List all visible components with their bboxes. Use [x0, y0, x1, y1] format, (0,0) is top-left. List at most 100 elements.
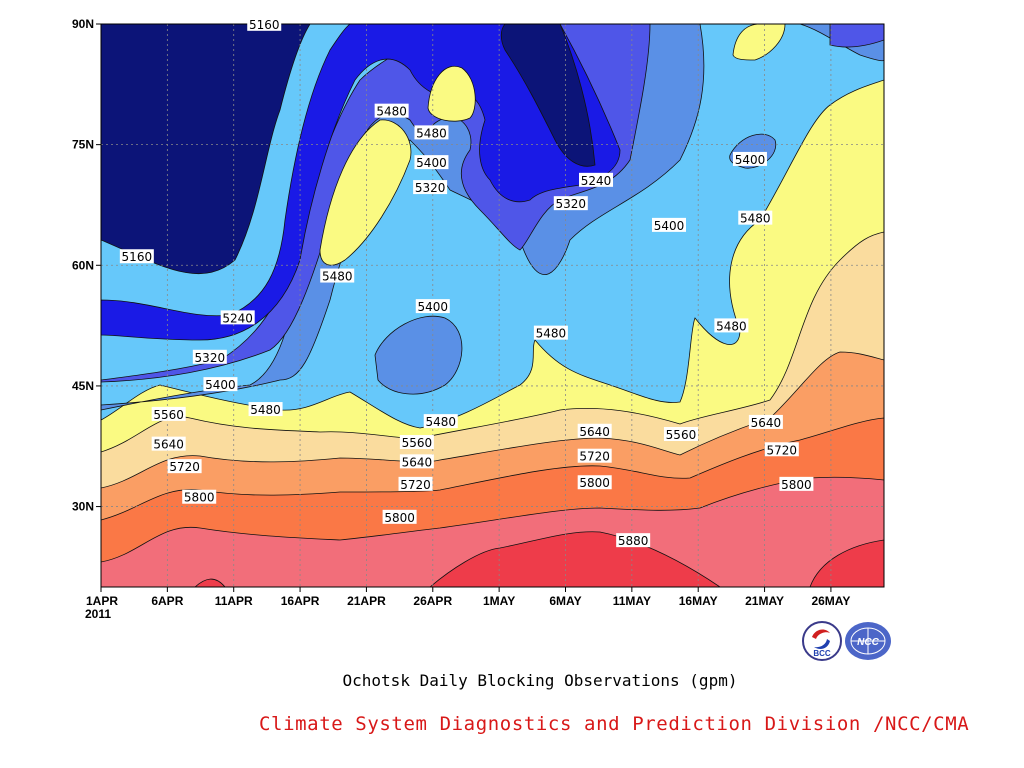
contour-label-box — [553, 196, 588, 211]
contour-label-box — [579, 172, 614, 187]
contour-label-box — [616, 533, 651, 548]
contour-label: 5800 — [182, 489, 217, 505]
contour-label: 5640 — [399, 454, 434, 469]
x-tick-label: 26MAY — [811, 594, 850, 608]
contour-label-text: 5480 — [376, 105, 407, 119]
contour-label-text: 5880 — [618, 534, 649, 548]
contour-label: 5400 — [203, 377, 238, 392]
contour-chart: 5160 5160 5240 5320 5400 5480 5560 5640 5720 5800… — [72, 16, 885, 621]
contour-label-box — [320, 268, 355, 283]
contour-label-box — [382, 509, 417, 524]
x-axis-year-label: 2011 — [85, 607, 111, 621]
x-tick-label: 26APR — [413, 594, 452, 608]
x-tick-label: 1MAY — [483, 594, 515, 608]
ncc-logo-icon: NCC — [845, 622, 891, 660]
contour-label-text: 5720 — [767, 443, 798, 457]
chart-caption: Ochotsk Daily Blocking Observations (gpm… — [342, 671, 738, 690]
contour-label: 5160 — [119, 249, 154, 264]
contour-label: 5480 — [714, 318, 749, 333]
x-tick-label: 16APR — [281, 594, 320, 608]
contour-label-box — [414, 125, 449, 140]
x-axis-ticks: 1APR 6APR 11APR 16APR 21APR 26APR 1MAY 6MAY 11MA… — [86, 587, 850, 608]
x-tick-label: 11APR — [215, 594, 253, 608]
x-tick-label: 6APR — [151, 594, 183, 608]
contour-label: 5720 — [398, 476, 433, 492]
contour-label-text: 5480 — [536, 327, 567, 341]
contour-label-box — [732, 151, 767, 166]
contour-label-text: 5400 — [205, 378, 236, 392]
contour-label: 5800 — [577, 475, 612, 490]
contour-label-box — [652, 217, 687, 232]
contour-label-text: 5160 — [122, 250, 153, 264]
contour-label-box — [151, 436, 186, 451]
contour-label-text: 5640 — [153, 438, 184, 452]
logo-group: BCC NCC — [800, 619, 895, 667]
contour-label: 5560 — [399, 435, 434, 450]
contour-label-box — [414, 155, 449, 170]
contour-label-box — [714, 318, 749, 333]
credit-line: Climate System Diagnostics and Predictio… — [259, 713, 970, 735]
contour-label-text: 5480 — [322, 270, 353, 284]
bcc-logo-icon: BCC — [802, 621, 842, 661]
contour-label: 5720 — [167, 459, 202, 474]
contour-label-text: 5400 — [654, 219, 685, 233]
band-5240 — [101, 24, 621, 341]
contour-label-box — [577, 448, 612, 463]
contour-label: 5480 — [374, 103, 409, 119]
contour-label-text: 5640 — [402, 455, 433, 469]
contour-label-box — [415, 299, 450, 314]
bcc-logo-text: BCC — [813, 649, 831, 658]
contour-label-text: 5240 — [581, 174, 612, 188]
contour-label-text: 5560 — [666, 428, 697, 442]
contour-label-text: 5560 — [402, 436, 433, 450]
contour-label: 5400 — [732, 151, 767, 167]
ncc-logo-text: NCC — [857, 637, 879, 648]
contour-label-text: 5160 — [249, 18, 280, 32]
contour-label-text: 5720 — [400, 478, 431, 492]
contour-label: 5160 — [247, 16, 282, 32]
contour-label-text: 5560 — [153, 408, 184, 422]
contour-label: 5400 — [414, 155, 449, 170]
contour-label: 5640 — [151, 436, 186, 452]
contour-label-box — [151, 406, 186, 421]
contour-label-box — [399, 454, 434, 469]
contour-label: 5480 — [423, 414, 458, 429]
contour-label: 5400 — [652, 217, 687, 233]
contour-label-box — [192, 349, 227, 364]
contour-fills — [101, 24, 884, 587]
x-tick-label: 21MAY — [745, 594, 784, 608]
band-5160 — [101, 24, 596, 275]
contour-label: 5800 — [382, 509, 417, 525]
contour-label-text: 5400 — [735, 153, 766, 167]
contour-label-text: 5720 — [579, 450, 610, 464]
y-tick-label: 60N — [72, 258, 94, 272]
contour-label-text: 5800 — [579, 476, 610, 490]
contour-label-text: 5320 — [195, 351, 226, 365]
contour-label-box — [247, 16, 282, 31]
contour-label: 5320 — [553, 196, 588, 211]
contour-label-box — [748, 414, 783, 429]
y-tick-label: 90N — [72, 17, 94, 31]
x-tick-label: 6MAY — [549, 594, 581, 608]
contour-label-text: 5640 — [751, 416, 782, 430]
contour-label-box — [423, 414, 458, 429]
contour-label: 5320 — [413, 180, 448, 195]
contour-label: 5720 — [764, 442, 799, 457]
contour-label-text: 5320 — [556, 197, 587, 211]
contour-label-box — [779, 476, 814, 491]
contour-label: 5560 — [663, 426, 698, 442]
contour-label-text: 5320 — [415, 181, 446, 195]
plot-frame — [100, 23, 885, 588]
x-tick-label: 11MAY — [613, 594, 651, 608]
contour-label-text: 5480 — [250, 403, 281, 417]
x-tick-label: 1APR — [86, 594, 118, 608]
y-tick-label: 75N — [72, 138, 94, 152]
contour-label: 5480 — [738, 210, 773, 226]
contour-label-text: 5720 — [169, 460, 200, 474]
contour-label-box — [248, 402, 283, 417]
contour-label-box — [182, 489, 217, 504]
contour-label-box — [577, 423, 612, 438]
contour-label: 5640 — [577, 423, 612, 439]
contour-label-text: 5480 — [716, 319, 747, 333]
contour-label: 5720 — [577, 448, 612, 464]
